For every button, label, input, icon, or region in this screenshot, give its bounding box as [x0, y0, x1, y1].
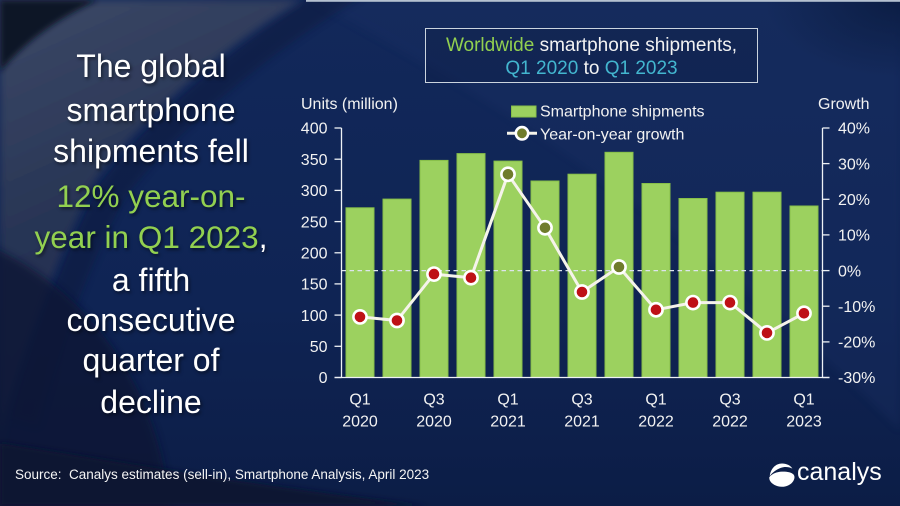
svg-text:-30%: -30%	[838, 370, 875, 387]
svg-text:50: 50	[310, 339, 328, 356]
svg-text:2022: 2022	[638, 413, 674, 430]
svg-text:0%: 0%	[838, 263, 861, 280]
svg-text:250: 250	[301, 214, 328, 231]
svg-text:Q1: Q1	[497, 391, 518, 408]
svg-text:300: 300	[301, 183, 328, 200]
svg-text:2020: 2020	[342, 413, 378, 430]
svg-text:40%: 40%	[838, 121, 870, 138]
svg-text:150: 150	[301, 277, 328, 294]
svg-text:2021: 2021	[564, 413, 600, 430]
svg-text:Q1: Q1	[793, 391, 814, 408]
svg-text:350: 350	[301, 152, 328, 169]
svg-text:Growth: Growth	[818, 96, 870, 113]
svg-text:-20%: -20%	[838, 335, 875, 352]
svg-text:Q3: Q3	[719, 391, 740, 408]
svg-text:Q1: Q1	[349, 391, 370, 408]
svg-text:Smartphone shipments: Smartphone shipments	[540, 104, 705, 121]
svg-text:200: 200	[301, 245, 328, 262]
svg-text:Q1: Q1	[645, 391, 666, 408]
svg-text:30%: 30%	[838, 156, 870, 173]
svg-text:2020: 2020	[416, 413, 452, 430]
svg-text:Units (million): Units (million)	[301, 96, 398, 113]
svg-text:100: 100	[301, 308, 328, 325]
svg-text:Q3: Q3	[423, 391, 444, 408]
svg-text:10%: 10%	[838, 228, 870, 245]
svg-text:-10%: -10%	[838, 299, 875, 316]
svg-text:0: 0	[319, 370, 328, 387]
svg-text:Year-on-year growth: Year-on-year growth	[540, 127, 684, 144]
svg-text:Q3: Q3	[571, 391, 592, 408]
svg-text:2022: 2022	[712, 413, 748, 430]
svg-text:2021: 2021	[490, 413, 526, 430]
svg-text:20%: 20%	[838, 192, 870, 209]
svg-text:2023: 2023	[786, 413, 822, 430]
svg-text:400: 400	[301, 121, 328, 138]
